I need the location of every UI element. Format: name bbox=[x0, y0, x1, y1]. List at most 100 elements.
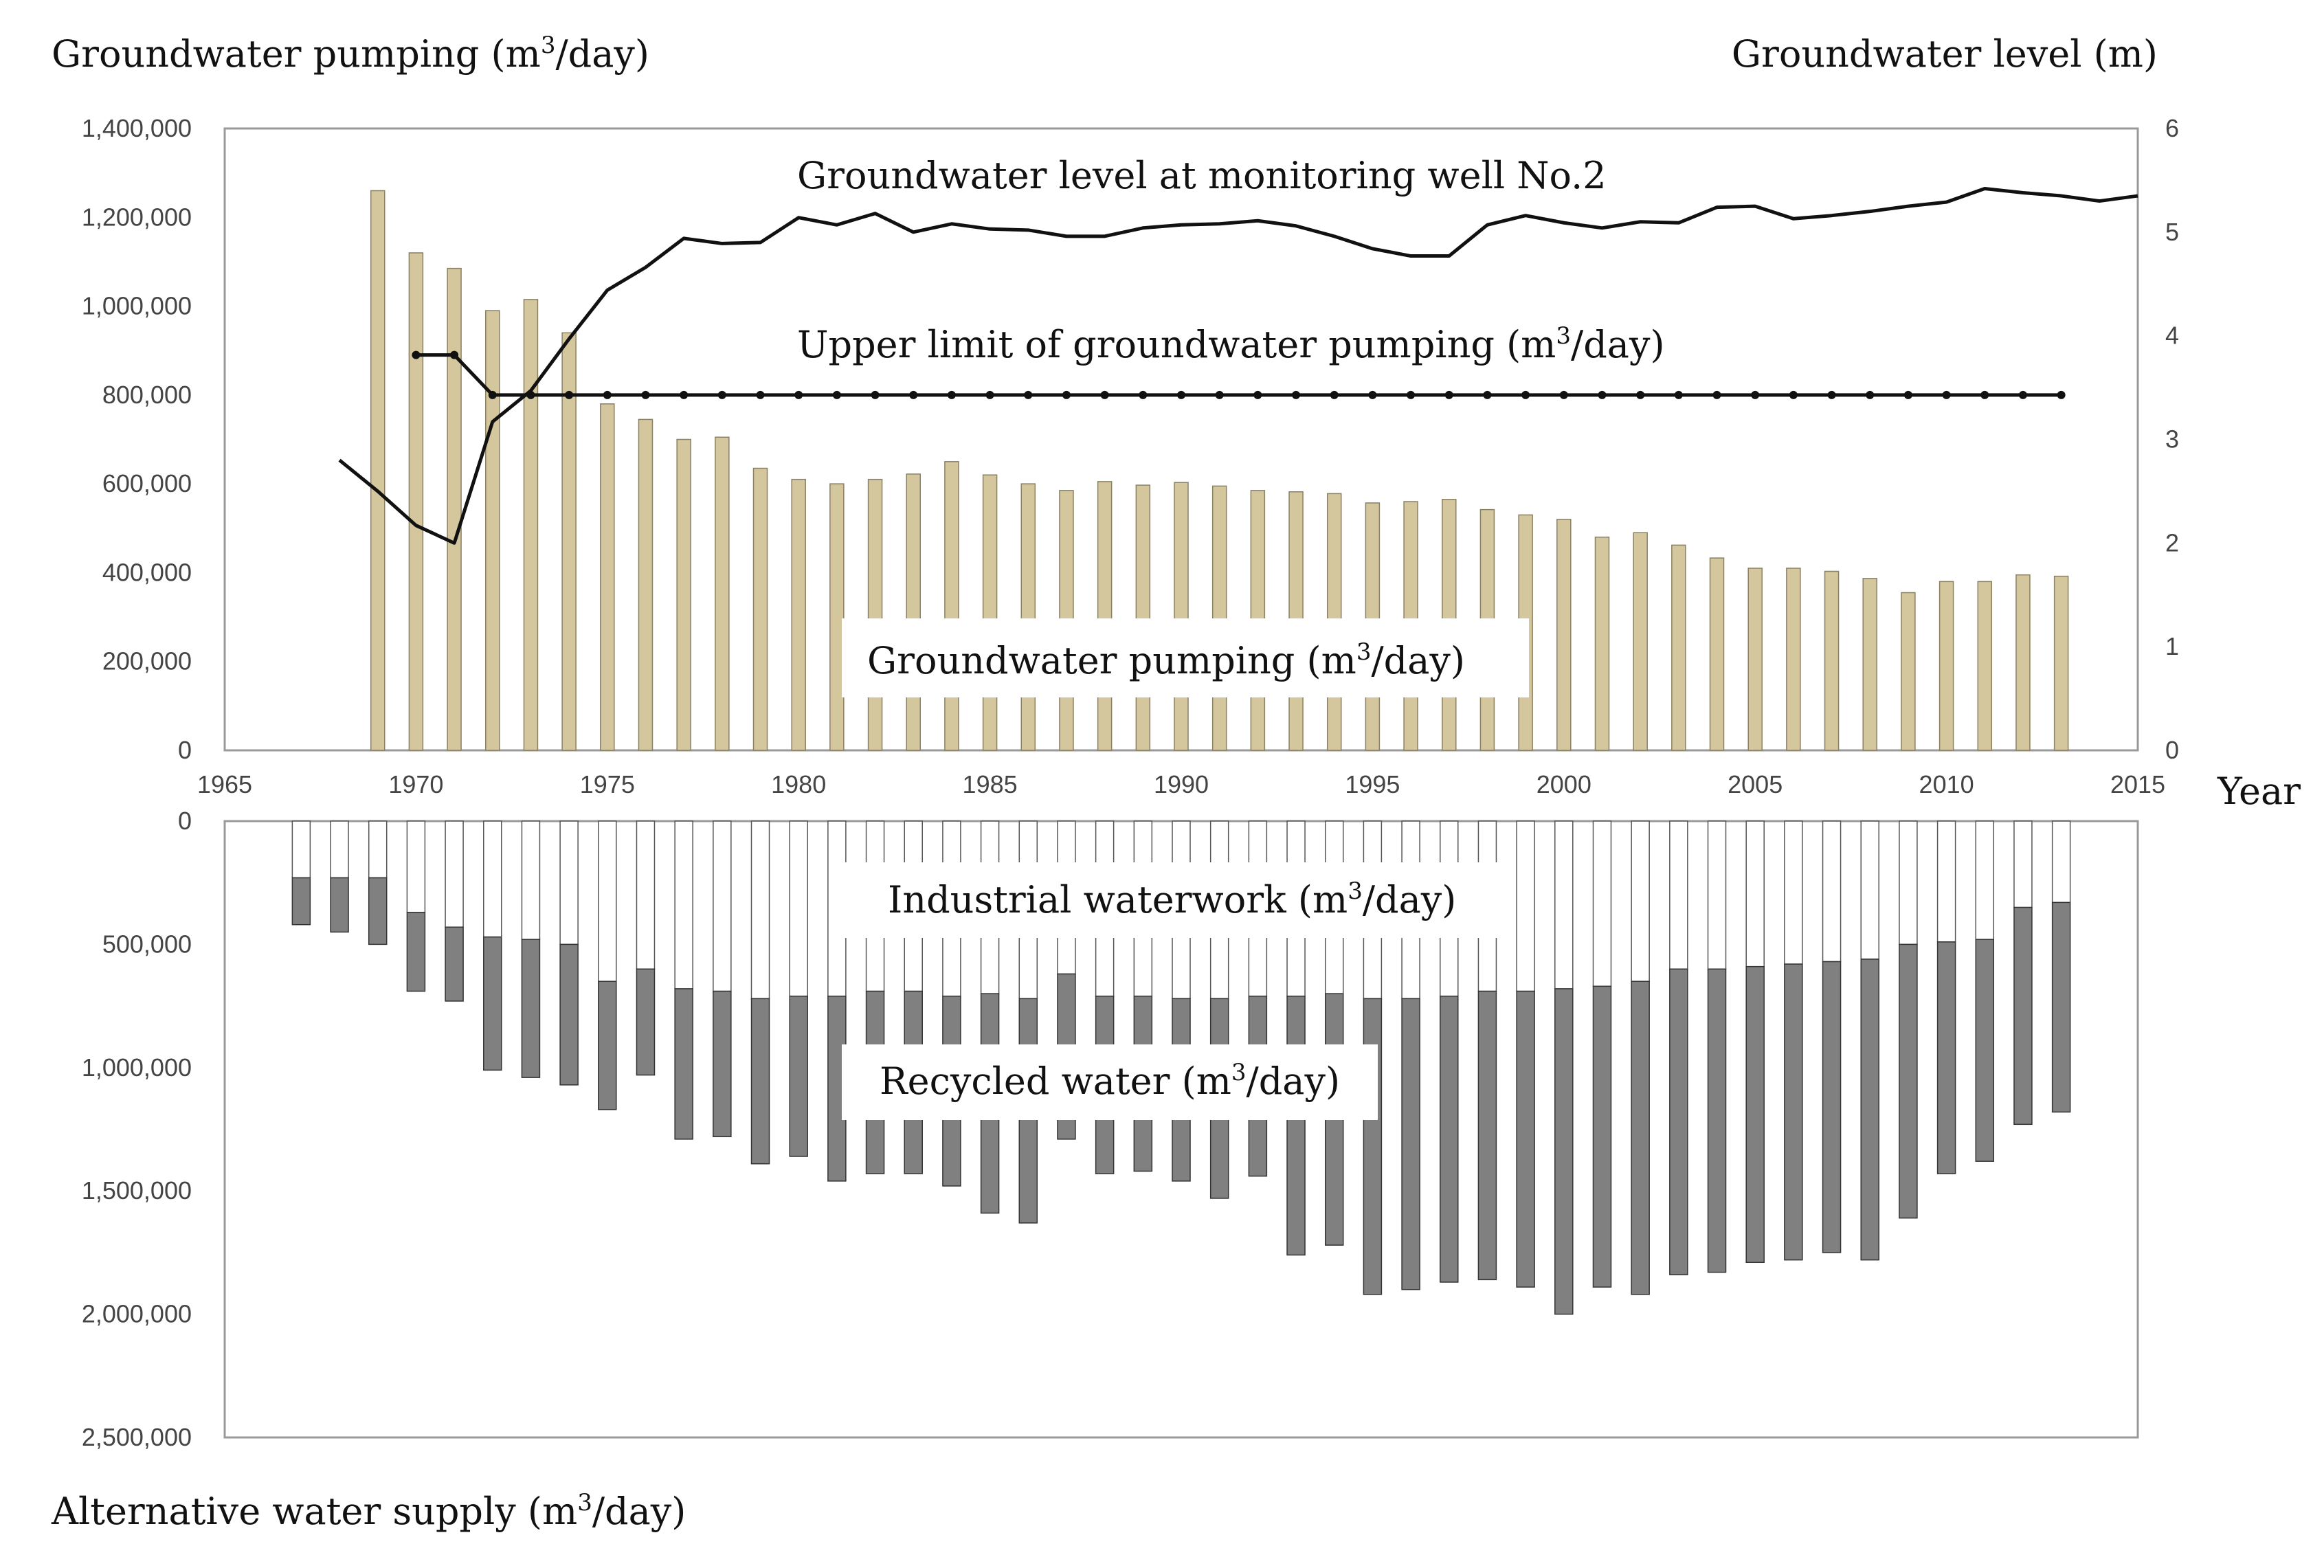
upper-limit-marker bbox=[1483, 390, 1492, 399]
industrial-bar bbox=[1669, 820, 1688, 970]
left-y-tick-label: 0 bbox=[178, 736, 192, 764]
upper-limit-marker bbox=[1636, 390, 1645, 399]
upper-limit-marker bbox=[1789, 390, 1798, 399]
upper-limit-marker bbox=[1330, 390, 1339, 399]
right-y-tick-label: 4 bbox=[2165, 322, 2179, 350]
bottom-axis-title: Alternative water supply (m3/day) bbox=[51, 1489, 686, 1533]
upper-limit-marker bbox=[412, 350, 421, 359]
upper-limit-marker bbox=[1827, 390, 1836, 399]
upper-limit-marker bbox=[1712, 390, 1721, 399]
left-y-tick-label: 1,200,000 bbox=[82, 203, 192, 231]
recycled-bar bbox=[368, 877, 388, 945]
upper-limit-marker bbox=[1751, 390, 1760, 399]
upper-limit-marker bbox=[680, 390, 689, 399]
upper-limit-marker bbox=[1521, 390, 1530, 399]
industrial-bar bbox=[521, 820, 541, 940]
recycled-bar bbox=[713, 990, 732, 1138]
recycled-bar bbox=[1401, 998, 1420, 1290]
recycled-bar bbox=[1631, 981, 1650, 1295]
right-y-ticks: 0 1 2 3 4 5 6 bbox=[2165, 114, 2179, 764]
upper-limit-marker bbox=[717, 390, 726, 399]
pumping-bar bbox=[600, 403, 615, 751]
pumping-bar bbox=[1671, 544, 1686, 751]
recycled-bar bbox=[406, 912, 426, 992]
pumping-bar bbox=[1174, 482, 1189, 751]
pumping-bar bbox=[1901, 592, 1916, 751]
pumping-bar bbox=[1135, 484, 1151, 751]
pumping-bar bbox=[982, 474, 998, 751]
upper-limit-marker bbox=[909, 390, 918, 399]
label-recycled-water: Recycled water (m3/day) bbox=[880, 1059, 1340, 1103]
upper-limit-marker bbox=[2057, 390, 2066, 399]
right-y-tick-label: 6 bbox=[2165, 114, 2179, 142]
upper-limit-marker bbox=[1942, 390, 1951, 399]
upper-limit-marker bbox=[1177, 390, 1185, 399]
upper-limit-marker bbox=[1100, 390, 1109, 399]
pumping-bar bbox=[1594, 536, 1610, 751]
right-y-tick-label: 1 bbox=[2165, 632, 2179, 660]
pumping-bar bbox=[561, 332, 577, 751]
upper-limit-marker bbox=[1444, 390, 1453, 399]
groundwater-level-line bbox=[338, 186, 2138, 545]
industrial-bar bbox=[827, 820, 847, 997]
industrial-bar bbox=[291, 820, 311, 879]
industrial-bar bbox=[368, 820, 388, 879]
pumping-bar bbox=[1862, 578, 1877, 751]
upper-limit-marker bbox=[1253, 390, 1262, 399]
recycled-bar bbox=[1286, 995, 1306, 1256]
industrial-bar bbox=[1899, 820, 1918, 945]
x-tick-label: 1995 bbox=[1345, 770, 1400, 798]
left-y-tick-label: 200,000 bbox=[102, 647, 192, 675]
x-tick-label: 1970 bbox=[388, 770, 443, 798]
industrial-bar bbox=[789, 820, 808, 997]
upper-limit-marker bbox=[1559, 390, 1568, 399]
upper-limit-marker bbox=[832, 390, 841, 399]
pumping-bar bbox=[2053, 575, 2069, 751]
pumping-bar bbox=[1633, 532, 1648, 751]
industrial-bar bbox=[330, 820, 349, 879]
recycled-bar bbox=[1745, 965, 1765, 1264]
industrial-bar bbox=[1822, 820, 1842, 963]
pumping-bar bbox=[1786, 568, 1801, 751]
right-y-tick-label: 0 bbox=[2165, 736, 2179, 764]
pumping-bar bbox=[370, 190, 386, 751]
pumping-bar bbox=[1977, 581, 1993, 751]
left-y-ticks: 0 200,000 400,000 600,000 800,000 1,000,000 1,… bbox=[82, 114, 192, 764]
recycled-bar bbox=[1516, 990, 1535, 1288]
recycled-label-bg bbox=[842, 1044, 1378, 1120]
x-axis-title: Year bbox=[2217, 770, 2301, 813]
x-tick-label: 2005 bbox=[1728, 770, 1783, 798]
pumping-bar bbox=[1824, 570, 1840, 751]
label-groundwater-pumping: Groundwater pumping (m3/day) bbox=[867, 638, 1465, 682]
label-upper-limit: Upper limit of groundwater pumping (m3/d… bbox=[797, 322, 1665, 366]
upper-limit-marker bbox=[756, 390, 765, 399]
pumping-bar bbox=[408, 252, 424, 751]
pumping-bar bbox=[1211, 485, 1227, 751]
left-axis-title: Groundwater pumping (m3/day) bbox=[52, 32, 649, 76]
industrial-bar bbox=[1592, 820, 1612, 987]
x-tick-label: 1985 bbox=[963, 770, 1018, 798]
recycled-bar bbox=[291, 877, 311, 926]
industrial-bar bbox=[1975, 820, 1995, 940]
recycled-bar bbox=[1860, 959, 1879, 1261]
pumping-bar bbox=[791, 478, 806, 751]
recycled-bar bbox=[1975, 939, 1995, 1162]
x-tick-label: 1965 bbox=[197, 770, 252, 798]
top-annotations: Groundwater level at monitoring well No.… bbox=[790, 154, 1711, 697]
x-tick-label: 1990 bbox=[1154, 770, 1209, 798]
industrial-bar bbox=[1631, 820, 1650, 982]
upper-limit-marker bbox=[1598, 390, 1607, 399]
groundwater-level-series bbox=[338, 186, 2138, 545]
upper-limit-marker bbox=[794, 390, 803, 399]
recycled-bar bbox=[521, 939, 541, 1078]
x-tick-label: 2000 bbox=[1537, 770, 1591, 798]
upper-limit-marker bbox=[1292, 390, 1301, 399]
pumping-bar bbox=[1556, 519, 1572, 751]
upper-limit-label-bg bbox=[790, 311, 1711, 371]
industrial-bar bbox=[1707, 820, 1727, 970]
pumping-bar bbox=[1709, 557, 1725, 751]
recycled-bar bbox=[559, 943, 579, 1086]
industrial-bar bbox=[750, 820, 770, 1000]
right-y-tick-label: 3 bbox=[2165, 425, 2179, 453]
bottom-y-tick-label: 500,000 bbox=[102, 930, 192, 958]
